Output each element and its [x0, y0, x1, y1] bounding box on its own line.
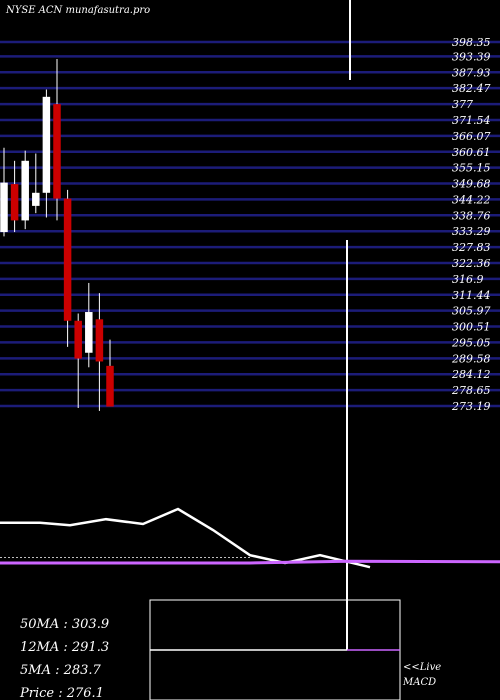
candle-up — [21, 160, 29, 221]
y-tick-label: 387.93 — [452, 66, 491, 79]
indicator-line-main — [0, 507, 371, 569]
y-tick-label: 327.83 — [452, 241, 491, 254]
y-tick-label: 273.19 — [451, 400, 491, 413]
candle-down — [106, 365, 114, 407]
y-tick-label: 382.47 — [452, 82, 491, 95]
y-tick-label: 393.39 — [452, 50, 491, 63]
y-tick-label: 366.07 — [452, 130, 491, 143]
candle-up — [32, 192, 40, 206]
candle-down — [10, 184, 19, 221]
y-tick-label: 371.54 — [452, 114, 491, 127]
y-tick-label: 333.29 — [452, 225, 491, 238]
y-tick-label: 338.76 — [452, 209, 491, 222]
candle-up — [0, 182, 8, 233]
candle-down — [53, 104, 61, 199]
y-tick-label: 360.61 — [452, 146, 491, 159]
candle-down — [95, 319, 104, 362]
y-tick-label: 377 — [452, 98, 473, 111]
y-tick-label: 355.15 — [452, 162, 491, 175]
macd-label: MACD — [402, 677, 436, 688]
price-label: Price : 276.1 — [19, 686, 104, 700]
macd-live-label: <<Live — [403, 662, 441, 673]
y-tick-label: 284.12 — [451, 368, 491, 381]
y-tick-label: 295.05 — [451, 336, 491, 349]
indicator-signal-line — [0, 559, 500, 565]
y-tick-label: 344.22 — [452, 193, 491, 206]
y-tick-label: 278.65 — [451, 384, 491, 397]
y-tick-label: 300.51 — [452, 321, 491, 334]
y-tick-label: 305.97 — [452, 305, 491, 318]
price-grid — [0, 40, 500, 408]
y-tick-label: 311.44 — [452, 289, 491, 302]
candle-down — [63, 198, 72, 321]
candle-up — [85, 312, 93, 353]
candle-up — [42, 96, 51, 193]
y-tick-label: 398.35 — [452, 36, 491, 49]
y-tick-label: 289.58 — [451, 352, 491, 365]
ma5-label: 5MA : 283.7 — [20, 663, 102, 678]
candles — [0, 59, 114, 411]
indicator-panel — [0, 507, 500, 569]
chart-title: NYSE ACN munafasutra.pro — [5, 5, 150, 16]
ma50-label: 50MA : 303.9 — [20, 617, 109, 632]
candle-down — [74, 320, 82, 359]
ma12-label: 12MA : 291.3 — [20, 640, 109, 655]
y-tick-label: 322.36 — [452, 257, 491, 270]
y-tick-label: 316.9 — [452, 273, 484, 286]
y-tick-label: 349.68 — [452, 178, 491, 191]
